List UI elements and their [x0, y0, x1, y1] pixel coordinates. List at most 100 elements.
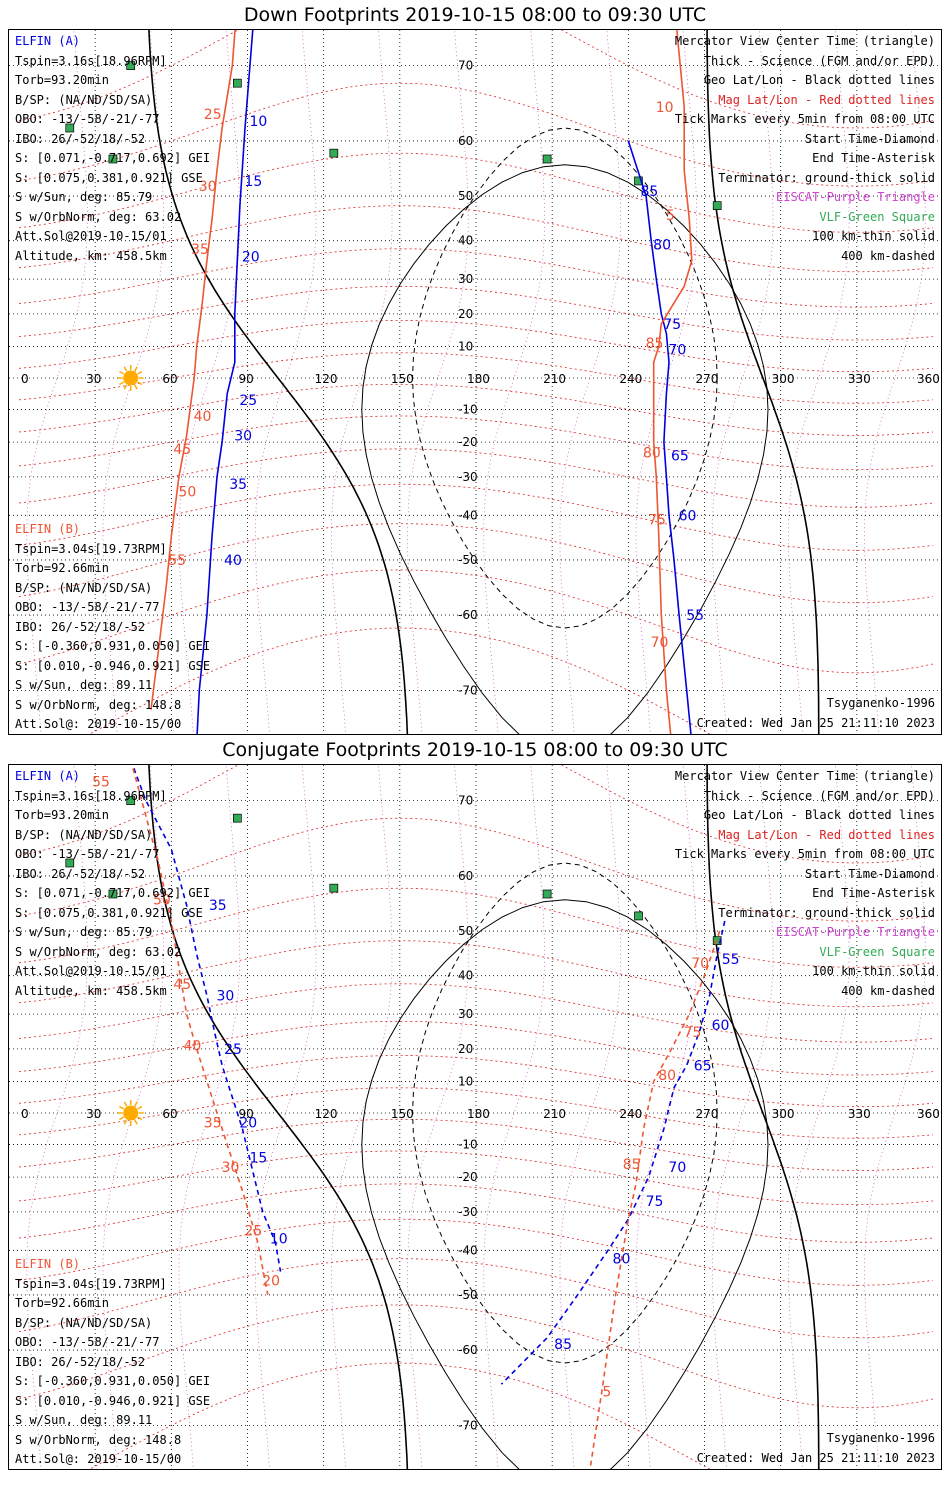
mag-lat-line	[18, 320, 934, 373]
lat-tick-label: 70	[458, 59, 473, 73]
lat-tick-label: 30	[458, 272, 473, 286]
info-line: Tspin=3.04s[19.73RPM]	[15, 1276, 167, 1291]
lat-tick-label: 40	[458, 234, 473, 248]
lon-tick-label: 90	[239, 1107, 254, 1121]
lon-tick-label: 90	[239, 372, 254, 386]
lat-tick-label: -50	[458, 553, 478, 567]
track-time-tick: 35	[191, 242, 209, 258]
info-line: S: [0.010,-0.946,0.921] GSE	[15, 658, 211, 673]
lat-tick-label: -70	[458, 683, 478, 697]
ground-track	[150, 30, 236, 710]
track-time-tick: 70	[668, 1160, 686, 1176]
sun-ray	[119, 1116, 125, 1121]
lon-tick-label: 210	[543, 1107, 566, 1121]
track-time-tick: 10	[250, 114, 268, 130]
info-line: S w/Sun, deg: 89.11	[15, 1413, 153, 1427]
terminator-line	[148, 765, 409, 1469]
lat-tick-label: -10	[458, 1138, 478, 1152]
track-time-tick: 30	[222, 1160, 240, 1176]
lat-tick-label: -20	[458, 435, 478, 449]
mag-lat-line	[18, 1087, 934, 1139]
track-time-tick: 20	[242, 250, 260, 266]
spacecraft-label: ELFIN (B)	[15, 1257, 81, 1271]
lon-tick-label: 270	[696, 1107, 719, 1121]
lon-tick-label: 180	[467, 372, 490, 386]
mag-lat-line	[18, 569, 934, 674]
track-time-tick: 15	[244, 174, 262, 190]
track-time-tick: 80	[653, 238, 671, 254]
orbit-100km-boundary	[361, 164, 769, 734]
track-time-tick: 20	[239, 1115, 257, 1131]
info-line: OBO: -13/-58/-21/-77	[15, 600, 160, 614]
sun-ray	[119, 381, 125, 386]
vlf-station-marker	[232, 78, 242, 88]
track-time-tick: 20	[262, 1274, 280, 1290]
info-line: IBO: 26/-52/18/-52	[15, 1354, 146, 1369]
vlf-station-marker	[65, 858, 75, 868]
track-time-tick: 35	[204, 1115, 222, 1131]
track-time-tick: 70	[691, 956, 709, 972]
info-line: Att.Sol@2019-10-15/01	[15, 229, 167, 243]
lon-tick-label: 0	[21, 1107, 29, 1121]
track-time-tick: 40	[183, 1038, 201, 1054]
mag-lat-line	[18, 383, 934, 436]
mag-lat-line	[18, 82, 934, 187]
mag-lon-line	[254, 30, 317, 734]
info-line: IBO: 26/-52/18/-52	[15, 866, 146, 881]
info-line: Thick - Science (FGM and/or EPD)	[703, 53, 935, 68]
track-time-tick: 55	[686, 608, 704, 624]
info-line: S: [0.071,-0.717,0.692] GEI	[15, 886, 211, 900]
conjugate-footprints-map: 0 30 60 90 120 150 180 210 240 270 300 330 360 70 60 50…	[8, 764, 942, 1470]
info-line: S w/Sun, deg: 85.79	[15, 925, 153, 939]
info-line: S: [-0.360,0.931,0.050] GEI	[15, 639, 211, 653]
info-line: Start Time-Diamond	[804, 131, 935, 146]
track-time-tick: 85	[646, 336, 664, 352]
vlf-station-marker	[634, 911, 643, 921]
sun-ray	[134, 366, 138, 372]
lat-tick-label: -60	[458, 608, 478, 622]
ground-track	[196, 30, 254, 734]
mag-lat-line	[18, 483, 934, 551]
track-time-tick: 10	[656, 100, 674, 116]
info-line: S w/OrbNorm, deg: 148.8	[15, 1432, 182, 1447]
mag-lat-line	[18, 1055, 934, 1108]
legend-info: Mercator View Center Time (triangle) Thic…	[675, 767, 935, 1001]
info-line: Torb=93.20min	[15, 73, 109, 87]
info-line: S: [0.010,-0.946,0.921] GSE	[15, 1393, 211, 1408]
down-footprints-title: Down Footprints 2019-10-15 08:00 to 09:3…	[243, 4, 707, 26]
track-time-tick: 5	[666, 208, 675, 224]
lon-tick-label: 120	[315, 1107, 338, 1121]
down-footprints-map: 0 30 60 90 120 150 180 210 240 270 300 330 360 70 60 50…	[8, 29, 942, 735]
mag-lat-line	[18, 352, 934, 404]
info-line: VLF-Green Square	[819, 944, 935, 959]
info-line: Mag Lat/Lon - Red dotted lines	[718, 92, 935, 107]
lat-tick-label: -60	[458, 1343, 478, 1357]
track-time-tick: 15	[250, 1150, 268, 1166]
track-time-tick: 5	[602, 1385, 611, 1401]
lon-tick-label: 240	[619, 1107, 642, 1121]
info-line: EISCAT-Purple Triangle	[776, 925, 935, 939]
info-line: Mag Lat/Lon - Red dotted lines	[718, 827, 935, 842]
lon-tick-label: 300	[772, 372, 795, 386]
sun-ray	[119, 1105, 125, 1110]
track-time-tick: 65	[671, 449, 689, 465]
track-time-tick: 30	[216, 988, 234, 1004]
sun-ray	[123, 366, 128, 372]
info-line: VLF-Green Square	[819, 209, 935, 224]
lon-tick-label: 330	[848, 372, 871, 386]
lat-tick-label: -40	[458, 508, 478, 522]
terminator-line	[706, 30, 820, 734]
mag-lat-line	[18, 415, 934, 471]
info-line: S: [0.071,-0.717,0.692] GEI	[15, 151, 211, 165]
sun-ray	[137, 1105, 143, 1110]
lon-tick-label: 30	[86, 1107, 101, 1121]
info-line: Altitude: 458.2km	[15, 1470, 210, 1471]
track-time-tick: 45	[173, 442, 191, 458]
info-line: Altitude, km: 458.5km	[15, 248, 167, 263]
track-time-tick: 55	[168, 553, 186, 569]
lon-tick-label: 60	[162, 1107, 177, 1121]
lat-tick-label: 30	[458, 1007, 473, 1021]
track-time-tick: 10	[270, 1231, 288, 1247]
track-time-tick: 85	[554, 1337, 572, 1353]
mag-lat-line	[18, 887, 934, 968]
